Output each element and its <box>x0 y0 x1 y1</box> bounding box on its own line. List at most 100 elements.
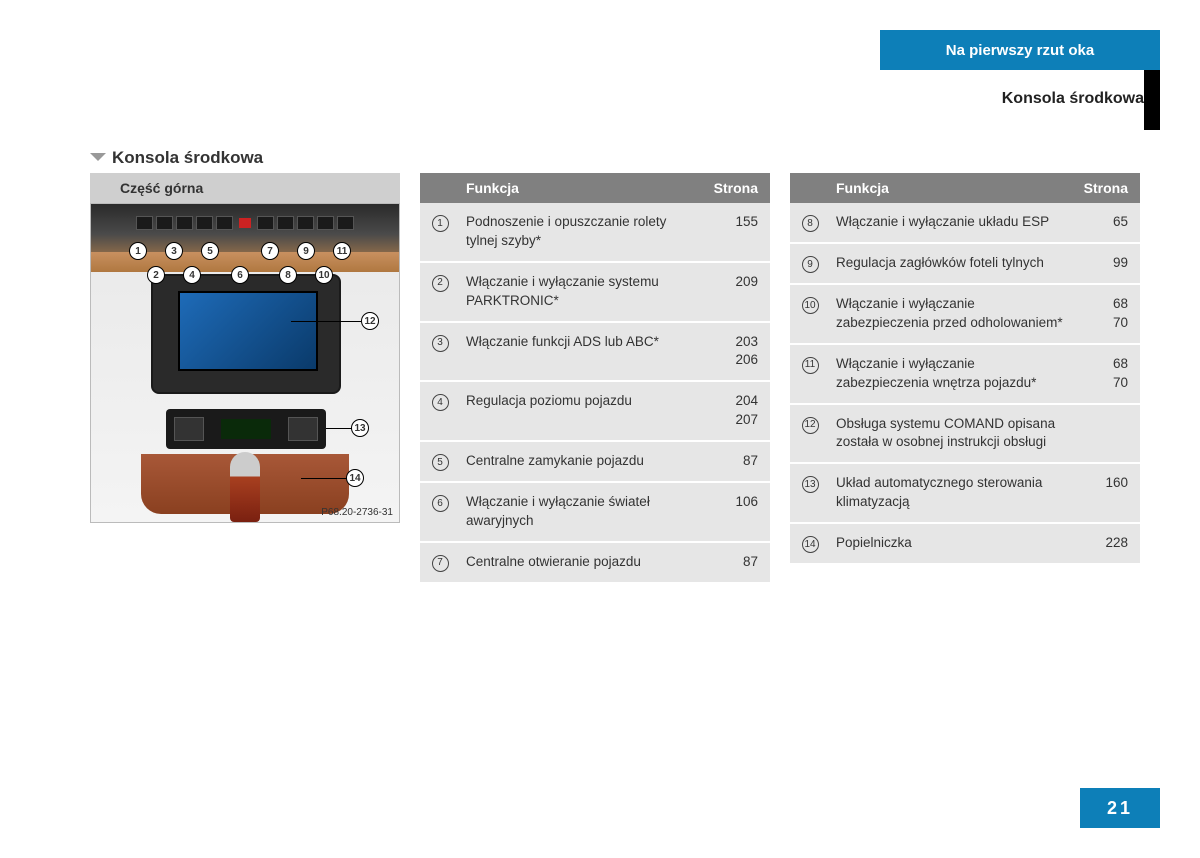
table-row: 12 Obsługa systemu COMAND opisana została… <box>790 405 1140 465</box>
climate-button <box>288 417 318 441</box>
page-cell: 68 70 <box>1070 355 1140 393</box>
panel-button <box>317 216 334 230</box>
callout-10: 10 <box>315 266 333 284</box>
section-title: Konsola środkowa <box>112 148 263 168</box>
image-reference: P68.20-2736-31 <box>321 507 393 518</box>
circled-number: 14 <box>802 536 819 553</box>
function-cell: Podnoszenie i opuszczanie rolety tylnej … <box>460 213 700 251</box>
panel-button <box>277 216 294 230</box>
function-cell: Układ automatycznego sterowania klimatyz… <box>830 474 1070 512</box>
table-row: 3Włączanie funkcji ADS lub ABC*203 206 <box>420 323 770 383</box>
table-row: 9Regulacja zagłówków foteli tylnych99 <box>790 244 1140 285</box>
row-number-cell: 11 <box>790 355 830 393</box>
callout-8: 8 <box>279 266 297 284</box>
row-number-cell: 9 <box>790 254 830 273</box>
callout-4: 4 <box>183 266 201 284</box>
table-row: 10Włączanie i wyłączanie zabezpieczenia … <box>790 285 1140 345</box>
page-edge-tab <box>1144 70 1160 130</box>
function-cell: Popielniczka <box>830 534 1070 553</box>
function-cell: Regulacja zagłówków foteli tylnych <box>830 254 1070 273</box>
circled-number: 12 <box>802 417 819 434</box>
row-number-cell: 5 <box>420 452 460 471</box>
table-row: 2Włączanie i wyłączanie systemu PARKTRON… <box>420 263 770 323</box>
callout-3: 3 <box>165 242 183 260</box>
panel-button <box>216 216 233 230</box>
circled-number: 7 <box>432 555 449 572</box>
page-cell: 106 <box>700 493 770 531</box>
page-cell: 160 <box>1070 474 1140 512</box>
gear-shifter <box>230 452 260 522</box>
table-row: 5Centralne zamykanie pojazdu87 <box>420 442 770 483</box>
row-number-cell: 8 <box>790 213 830 232</box>
circled-number: 8 <box>802 215 819 232</box>
climate-button <box>174 417 204 441</box>
table-row: 11 Włączanie i wyłączanie zabezpieczenia … <box>790 345 1140 405</box>
page-cell: 203 206 <box>700 333 770 371</box>
table-row: 8 Włączanie i wyłączanie układu ESP65 <box>790 203 1140 244</box>
callout-14: 14 <box>346 469 364 487</box>
page-cell: 65 <box>1070 213 1140 232</box>
panel-button <box>257 216 274 230</box>
leader-line <box>301 478 347 479</box>
panel-button <box>136 216 153 230</box>
table-row: 13 Układ automatycznego sterowania klimat… <box>790 464 1140 524</box>
row-number-cell: 10 <box>790 295 830 333</box>
function-cell: Włączanie i wyłączanie zabezpieczenia wn… <box>830 355 1070 393</box>
panel-button <box>156 216 173 230</box>
panel-button <box>176 216 193 230</box>
table-row: 6Włączanie i wyłączanie świateł awaryjny… <box>420 483 770 543</box>
triangle-icon <box>90 153 106 161</box>
row-number-cell: 13 <box>790 474 830 512</box>
th-page: Strona <box>1070 180 1140 196</box>
row-number-cell: 7 <box>420 553 460 572</box>
climate-display <box>221 419 271 439</box>
callout-9: 9 <box>297 242 315 260</box>
callout-5: 5 <box>201 242 219 260</box>
circled-number: 4 <box>432 394 449 411</box>
page-number: 21 <box>1080 788 1160 828</box>
row-number-cell: 14 <box>790 534 830 553</box>
function-cell: Centralne otwieranie pojazdu <box>460 553 700 572</box>
function-cell: Włączanie i wyłączanie zabezpieczenia pr… <box>830 295 1070 333</box>
circled-number: 9 <box>802 256 819 273</box>
leader-line <box>291 321 361 322</box>
row-number-cell: 4 <box>420 392 460 430</box>
table-row: 14 Popielniczka228 <box>790 524 1140 565</box>
center-console-diagram: 1 3 5 7 9 11 2 4 6 8 10 12 13 14 P68.20-… <box>90 203 400 523</box>
page-cell: 228 <box>1070 534 1140 553</box>
leader-line <box>326 428 352 429</box>
circled-number: 2 <box>432 275 449 292</box>
page-cell: 155 <box>700 213 770 251</box>
circled-number: 3 <box>432 335 449 352</box>
circled-number: 13 <box>802 476 819 493</box>
function-cell: Regulacja poziomu pojazdu <box>460 392 700 430</box>
hazard-icon <box>239 218 251 228</box>
table-row: 4 Regulacja poziomu pojazdu204 207 <box>420 382 770 442</box>
callout-6: 6 <box>231 266 249 284</box>
th-function: Funkcja <box>830 180 1070 196</box>
panel-button <box>297 216 314 230</box>
page-cell: 204 207 <box>700 392 770 430</box>
function-cell: Obsługa systemu COMAND opisana została w… <box>830 415 1070 453</box>
callout-11: 11 <box>333 242 351 260</box>
callout-7: 7 <box>261 242 279 260</box>
climate-panel <box>166 409 326 449</box>
callout-13: 13 <box>351 419 369 437</box>
table-header: Funkcja Strona <box>790 173 1140 203</box>
function-cell: Włączanie i wyłączanie układu ESP <box>830 213 1070 232</box>
chapter-header: Na pierwszy rzut oka <box>880 30 1160 70</box>
table-row: 1Podnoszenie i opuszczanie rolety tylnej… <box>420 203 770 263</box>
function-cell: Włączanie i wyłączanie świateł awaryjnyc… <box>460 493 700 531</box>
comand-screen <box>178 291 318 371</box>
function-table-1: Funkcja Strona 1Podnoszenie i opuszczani… <box>420 173 770 584</box>
table-row: 7 Centralne otwieranie pojazdu87 <box>420 543 770 584</box>
callout-12: 12 <box>361 312 379 330</box>
row-number-cell: 12 <box>790 415 830 453</box>
page-cell: 87 <box>700 553 770 572</box>
comand-unit <box>151 274 341 394</box>
page-cell: 209 <box>700 273 770 311</box>
chapter-subtitle: Konsola środkowa <box>1002 90 1144 108</box>
circled-number: 11 <box>802 357 819 374</box>
row-number-cell: 2 <box>420 273 460 311</box>
callout-1: 1 <box>129 242 147 260</box>
